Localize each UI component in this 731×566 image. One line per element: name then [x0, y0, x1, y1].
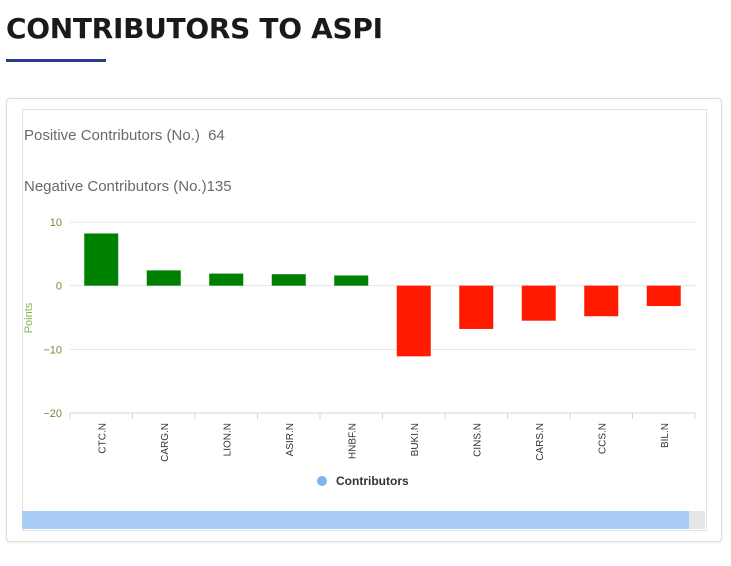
negative-contributors-stat: Negative Contributors (No.)135 — [24, 178, 232, 195]
chart-frame — [22, 109, 707, 531]
title-underline — [6, 59, 106, 62]
bar-ccs-n[interactable] — [584, 285, 619, 317]
x-tick-label: CTC.N — [97, 423, 108, 454]
bar-ctc-n[interactable] — [84, 233, 119, 286]
x-tick-label: CARG.N — [160, 423, 171, 462]
bar-buki-n[interactable] — [396, 285, 431, 357]
bar-cars-n[interactable] — [521, 285, 556, 321]
bar-cins-n[interactable] — [459, 285, 494, 329]
tick-labels: 10 0 −10 −20 CTC.N CARG.N LION.N ASIR.N HNBF.N BU… — [43, 217, 670, 462]
x-tick-label: CCS.N — [597, 423, 608, 454]
x-tick-label: CINS.N — [472, 423, 483, 457]
chart-scrollbar[interactable] — [22, 511, 705, 529]
y-tick-label: −20 — [43, 408, 62, 420]
x-tick-label: HNBF.N — [347, 423, 358, 459]
x-tick-label: CARS.N — [535, 423, 546, 461]
bar-carg-n[interactable] — [146, 270, 181, 286]
grid-lines — [69, 221, 696, 419]
legend[interactable]: Contributors — [317, 474, 409, 488]
y-tick-label: 10 — [50, 217, 62, 229]
scrollbar-thumb[interactable] — [22, 511, 689, 529]
positive-contributors-label: Positive Contributors (No.) — [24, 127, 200, 144]
bar-hnbf-n[interactable] — [334, 275, 369, 286]
x-tick-label: BIL.N — [660, 423, 671, 448]
y-tick-label: 0 — [56, 281, 62, 293]
positive-contributors-stat: Positive Contributors (No.) 64 — [24, 127, 225, 144]
negative-contributors-value: 135 — [206, 178, 232, 195]
x-tick-label: BUKI.N — [410, 423, 421, 456]
x-tick-label: ASIR.N — [285, 423, 296, 456]
negative-contributors-label: Negative Contributors (No.) — [24, 178, 207, 195]
bar-bil-n[interactable] — [646, 285, 681, 307]
bar-lion-n[interactable] — [209, 273, 244, 286]
y-axis-title: Points — [23, 302, 35, 333]
legend-marker[interactable] — [317, 476, 327, 486]
legend-label[interactable]: Contributors — [336, 474, 409, 488]
bars — [84, 233, 681, 357]
positive-contributors-value: 64 — [208, 127, 225, 144]
x-tick-label: LION.N — [222, 423, 233, 456]
page-title: CONTRIBUTORS TO ASPI — [6, 12, 383, 45]
bar-asir-n[interactable] — [271, 274, 306, 286]
y-tick-label: −10 — [43, 344, 62, 356]
